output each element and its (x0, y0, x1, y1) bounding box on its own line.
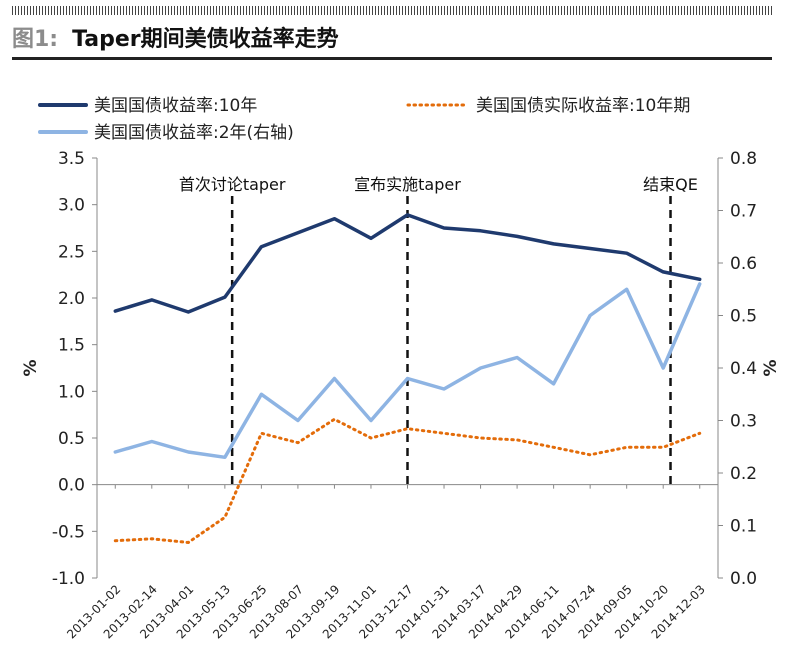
right-tick-label: 0.1 (730, 517, 757, 537)
header-hatch-bar (12, 6, 772, 15)
left-tick-label: 1.5 (58, 336, 85, 356)
left-axis-title: % (21, 359, 41, 376)
figure-title-bar: 图1: Taper期间美债收益率走势 (12, 20, 772, 54)
figure-label: 图1: (12, 27, 59, 52)
event-marker-label: 宣布实施taper (354, 175, 461, 194)
right-tick-label: 0.0 (730, 569, 757, 589)
left-tick-label: 3.5 (58, 149, 85, 169)
left-tick-label: 2.5 (58, 242, 85, 262)
legend-label: 美国国债实际收益率:10年期 (476, 96, 690, 116)
right-axis-title: % (761, 359, 781, 376)
series-line (113, 282, 702, 460)
right-tick-label: 0.4 (730, 359, 757, 379)
series-line (113, 417, 702, 544)
series-line (113, 213, 702, 314)
left-tick-label: 2.0 (58, 289, 85, 309)
left-tick-label: -1.0 (52, 569, 85, 589)
figure-title: Taper期间美债收益率走势 (72, 27, 339, 52)
left-tick-label: 0.0 (58, 476, 85, 496)
left-tick-label: -0.5 (52, 522, 85, 542)
right-tick-label: 0.3 (730, 412, 757, 432)
event-marker-label: 首次讨论taper (179, 175, 286, 194)
legend-label: 美国国债收益率:2年(右轴) (94, 123, 294, 143)
right-tick-label: 0.8 (730, 149, 757, 169)
left-tick-label: 1.0 (58, 382, 85, 402)
title-rule (12, 57, 772, 60)
right-tick-label: 0.7 (730, 202, 757, 222)
left-tick-label: 3.0 (58, 196, 85, 216)
event-marker-label: 结束QE (643, 175, 698, 194)
left-tick-label: 0.5 (58, 429, 85, 449)
right-tick-label: 0.6 (730, 254, 757, 274)
right-tick-label: 0.5 (730, 307, 757, 327)
legend-label: 美国国债收益率:10年 (94, 96, 257, 116)
right-tick-label: 0.2 (730, 464, 757, 484)
